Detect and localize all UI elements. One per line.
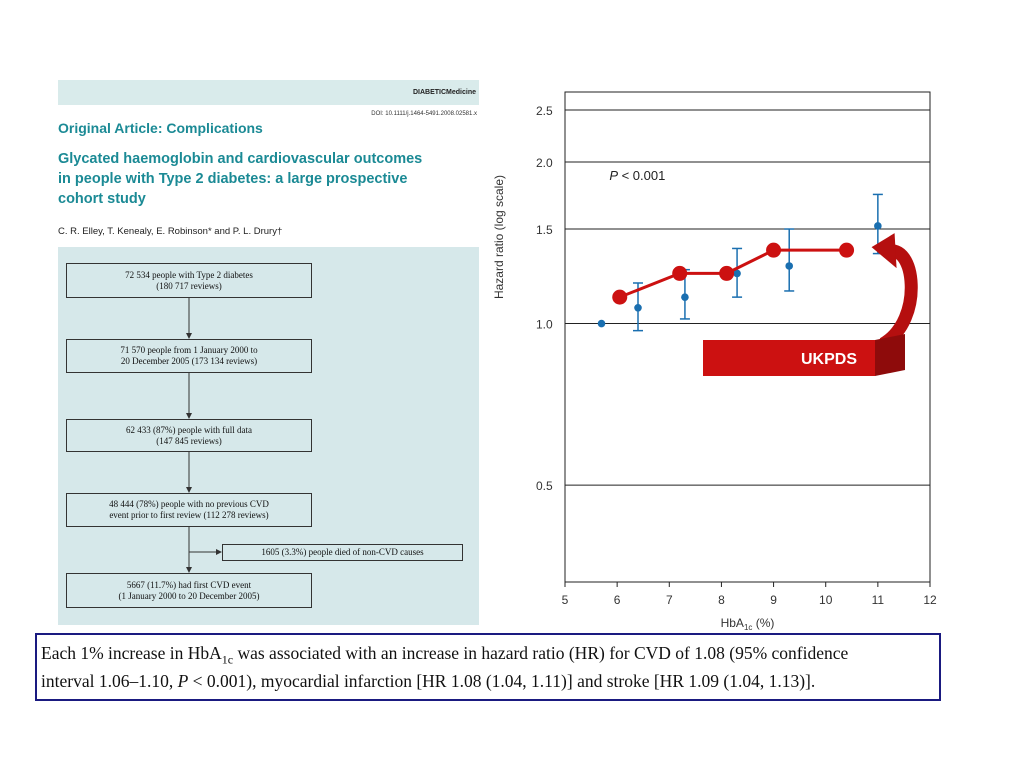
x-tick-label: 7 — [666, 593, 673, 607]
caption-text: was associated with an increase in hazar… — [233, 643, 849, 663]
x-tick-label: 12 — [923, 593, 937, 607]
flowchart-connectors — [186, 298, 222, 573]
article-excerpt: DIABETICMedicine DOI: 10.1111/j.1464-549… — [58, 80, 479, 625]
x-axis-label: HbA1c (%) — [721, 616, 775, 632]
article-title-line: cohort study — [58, 191, 146, 207]
caption-text: Each 1% increase in HbA — [41, 643, 222, 663]
journal-header-bar: DIABETICMedicine — [58, 80, 479, 105]
x-tick-label: 8 — [718, 593, 725, 607]
flow-box-1: 72 534 people with Type 2 diabetes (180 … — [66, 263, 312, 298]
hazard-ratio-chart: 0.5 1.0 1.5 2.0 2.5 5 6 7 8 9 10 11 12 Hazard ratio (… — [490, 72, 950, 632]
plot-frame — [564, 91, 931, 583]
ukpds-callout-box — [703, 340, 875, 376]
ukpds-point — [766, 242, 782, 258]
ukpds-callout-label: UKPDS — [801, 351, 857, 368]
x-tick-label: 5 — [562, 593, 569, 607]
x-tick-label: 9 — [770, 593, 777, 607]
article-section: Original Article: Complications — [58, 120, 263, 136]
p-value-annotation: P < 0.001 — [609, 168, 665, 183]
hazard-ratio-point — [634, 303, 642, 312]
flow-box-4: 48 444 (78%) people with no previous CVD… — [66, 493, 312, 527]
y-axis-label: Hazard ratio (log scale) — [492, 175, 506, 299]
caption-text: < 0.001), myocardial infarction [HR 1.08… — [188, 671, 816, 691]
y-tick-label: 1.5 — [536, 223, 553, 237]
flow-box-3: 62 433 (87%) people with full data (147 … — [66, 419, 312, 452]
hazard-ratio-point — [681, 293, 689, 301]
ukpds-point — [672, 265, 688, 281]
chart-svg: 0.5 1.0 1.5 2.0 2.5 5 6 7 8 9 10 11 12 Hazard ratio (… — [492, 91, 937, 632]
x-tick-label: 10 — [819, 593, 833, 607]
caption-p-value: P — [177, 671, 189, 691]
flow-side-box: 1605 (3.3%) people died of non-CVD cause… — [222, 544, 463, 561]
caption-text: interval 1.06–1.10, — [41, 671, 178, 691]
hazard-ratio-point — [874, 222, 882, 230]
flow-box-2: 71 570 people from 1 January 2000 to 20 … — [66, 339, 312, 373]
y-tick-label: 2.0 — [536, 156, 553, 170]
article-title-line: Glycated haemoglobin and cardiovascular … — [58, 151, 423, 167]
ukpds-callout-arrow — [879, 244, 918, 350]
hazard-ratio-point — [733, 269, 741, 278]
flowchart: 72 534 people with Type 2 diabetes (180 … — [58, 247, 479, 625]
caption-subscript: 1c — [221, 652, 234, 667]
caption-box: Each 1% increase in HbA1c was associated… — [35, 633, 941, 701]
ukpds-point — [719, 265, 735, 281]
flow-box-5: 5667 (11.7%) had first CVD event (1 Janu… — [66, 573, 312, 608]
article-title-line: in people with Type 2 diabetes: a large … — [58, 171, 408, 187]
y-tick-label: 1.0 — [536, 318, 553, 332]
hazard-ratio-point — [785, 262, 794, 270]
y-tick-label: 0.5 — [536, 479, 553, 493]
y-tick-label: 2.5 — [536, 104, 553, 118]
ukpds-callout-fold — [875, 334, 905, 376]
doi-text: DOI: 10.1111/j.1464-5491.2008.02581.x — [371, 111, 477, 117]
article-title: Glycated haemoglobin and cardiovascular … — [58, 149, 448, 209]
article-authors: C. R. Elley, T. Kenealy, E. Robinson* an… — [58, 226, 283, 237]
journal-name: DIABETICMedicine — [412, 89, 476, 96]
ukpds-point — [612, 289, 628, 305]
ukpds-callout-arrowhead — [871, 233, 897, 269]
hazard-ratio-point — [597, 319, 606, 328]
x-tick-label: 6 — [614, 593, 621, 607]
x-tick-label: 11 — [872, 593, 885, 607]
ukpds-point — [839, 242, 855, 258]
